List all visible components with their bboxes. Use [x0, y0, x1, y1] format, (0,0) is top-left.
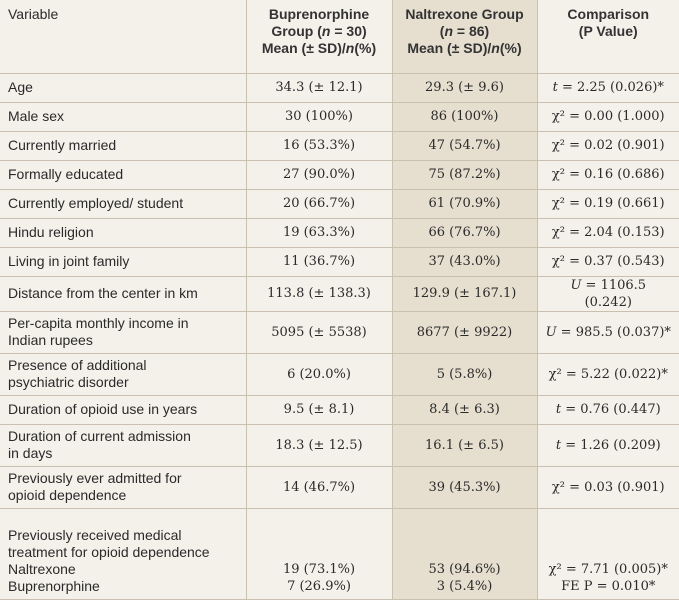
row-variable: Duration of opioid use in years: [0, 395, 247, 425]
table-row: Age 34.3 (± 12.1) 29.3 (± 9.6) t = 2.25 …: [0, 73, 679, 103]
row-naltrexone: 129.9 (± 167.1): [392, 276, 538, 312]
table-row: Male sex 30 (100%) 86 (100%) χ² = 0.00 (…: [0, 102, 679, 132]
row-comparison: χ² = 0.02 (0.901): [537, 131, 679, 161]
row-buprenorphine: 113.8 (± 138.3): [246, 276, 393, 312]
row-naltrexone: 61 (70.9%): [392, 189, 538, 219]
row-naltrexone: 66 (76.7%): [392, 218, 538, 248]
table-row: Previously ever admitted for opioid depen…: [0, 466, 679, 509]
row-variable: Hindu religion: [0, 218, 247, 248]
row-naltrexone: 53 (94.6%) 3 (5.4%): [392, 508, 538, 600]
row-buprenorphine: 16 (53.3%): [246, 131, 393, 161]
row-naltrexone: 37 (43.0%): [392, 247, 538, 277]
row-comparison: χ² = 0.19 (0.661): [537, 189, 679, 219]
row-comparison: χ² = 0.37 (0.543): [537, 247, 679, 277]
row-naltrexone: 5 (5.8%): [392, 353, 538, 396]
row-variable: Currently employed/ student: [0, 189, 247, 219]
table-row: Formally educated 27 (90.0%) 75 (87.2%) …: [0, 160, 679, 190]
table-row: Living in joint family 11 (36.7%) 37 (43…: [0, 247, 679, 277]
row-variable: Previously ever admitted for opioid depen…: [0, 466, 247, 509]
row-comparison: χ² = 0.03 (0.901): [537, 466, 679, 509]
row-naltrexone: 39 (45.3%): [392, 466, 538, 509]
table-row: Currently employed/ student 20 (66.7%) 6…: [0, 189, 679, 219]
row-buprenorphine: 9.5 (± 8.1): [246, 395, 393, 425]
table-row: Presence of additional psychiatric disord…: [0, 353, 679, 396]
row-variable: Age: [0, 73, 247, 103]
row-variable: Duration of current admission in days: [0, 424, 247, 467]
row-comparison: t = 2.25 (0.026)*: [537, 73, 679, 103]
row-variable: Living in joint family: [0, 247, 247, 277]
row-comparison: χ² = 0.16 (0.686): [537, 160, 679, 190]
row-buprenorphine: 6 (20.0%): [246, 353, 393, 396]
row-buprenorphine: 20 (66.7%): [246, 189, 393, 219]
header-row: Variable Buprenorphine Group (n = 30) Me…: [0, 0, 679, 74]
row-comparison: χ² = 0.00 (1.000): [537, 102, 679, 132]
row-variable: Presence of additional psychiatric disord…: [0, 353, 247, 396]
row-variable: Formally educated: [0, 160, 247, 190]
row-naltrexone: 86 (100%): [392, 102, 538, 132]
row-variable: Currently married: [0, 131, 247, 161]
row-buprenorphine: 30 (100%): [246, 102, 393, 132]
header-comparison: Comparison (P Value): [537, 0, 679, 74]
row-comparison: t = 1.26 (0.209): [537, 424, 679, 467]
row-naltrexone: 8677 (± 9922): [392, 311, 538, 354]
table-row: Currently married 16 (53.3%) 47 (54.7%) …: [0, 131, 679, 161]
row-comparison: t = 0.76 (0.447): [537, 395, 679, 425]
row-naltrexone: 47 (54.7%): [392, 131, 538, 161]
row-variable: Per-capita monthly income in Indian rupee…: [0, 311, 247, 354]
header-buprenorphine: Buprenorphine Group (n = 30) Mean (± SD)…: [246, 0, 393, 74]
table-row: Per-capita monthly income in Indian rupee…: [0, 311, 679, 354]
row-comparison: U = 985.5 (0.037)*: [537, 311, 679, 354]
row-buprenorphine: 5095 (± 5538): [246, 311, 393, 354]
header-variable: Variable: [0, 0, 247, 74]
row-comparison: χ² = 2.04 (0.153): [537, 218, 679, 248]
row-variable: Previously received medical treatment fo…: [0, 508, 247, 600]
row-buprenorphine: 19 (63.3%): [246, 218, 393, 248]
row-variable: Male sex: [0, 102, 247, 132]
row-buprenorphine: 11 (36.7%): [246, 247, 393, 277]
table-row: Distance from the center in km 113.8 (± …: [0, 276, 679, 312]
row-comparison: χ² = 5.22 (0.022)*: [537, 353, 679, 396]
row-comparison: χ² = 7.71 (0.005)* FE P = 0.010*: [537, 508, 679, 600]
header-naltrexone: Naltrexone Group (n = 86) Mean (± SD)/n(…: [392, 0, 538, 74]
row-variable: Distance from the center in km: [0, 276, 247, 312]
table-row: Previously received medical treatment fo…: [0, 508, 679, 600]
row-buprenorphine: 19 (73.1%) 7 (26.9%): [246, 508, 393, 600]
row-comparison: U = 1106.5 (0.242): [537, 276, 679, 312]
row-naltrexone: 8.4 (± 6.3): [392, 395, 538, 425]
row-buprenorphine: 14 (46.7%): [246, 466, 393, 509]
row-buprenorphine: 34.3 (± 12.1): [246, 73, 393, 103]
row-buprenorphine: 27 (90.0%): [246, 160, 393, 190]
table-row: Hindu religion 19 (63.3%) 66 (76.7%) χ² …: [0, 218, 679, 248]
table-row: Duration of opioid use in years 9.5 (± 8…: [0, 395, 679, 425]
table-row: Duration of current admission in days 18.…: [0, 424, 679, 467]
row-naltrexone: 29.3 (± 9.6): [392, 73, 538, 103]
row-naltrexone: 16.1 (± 6.5): [392, 424, 538, 467]
row-buprenorphine: 18.3 (± 12.5): [246, 424, 393, 467]
row-naltrexone: 75 (87.2%): [392, 160, 538, 190]
